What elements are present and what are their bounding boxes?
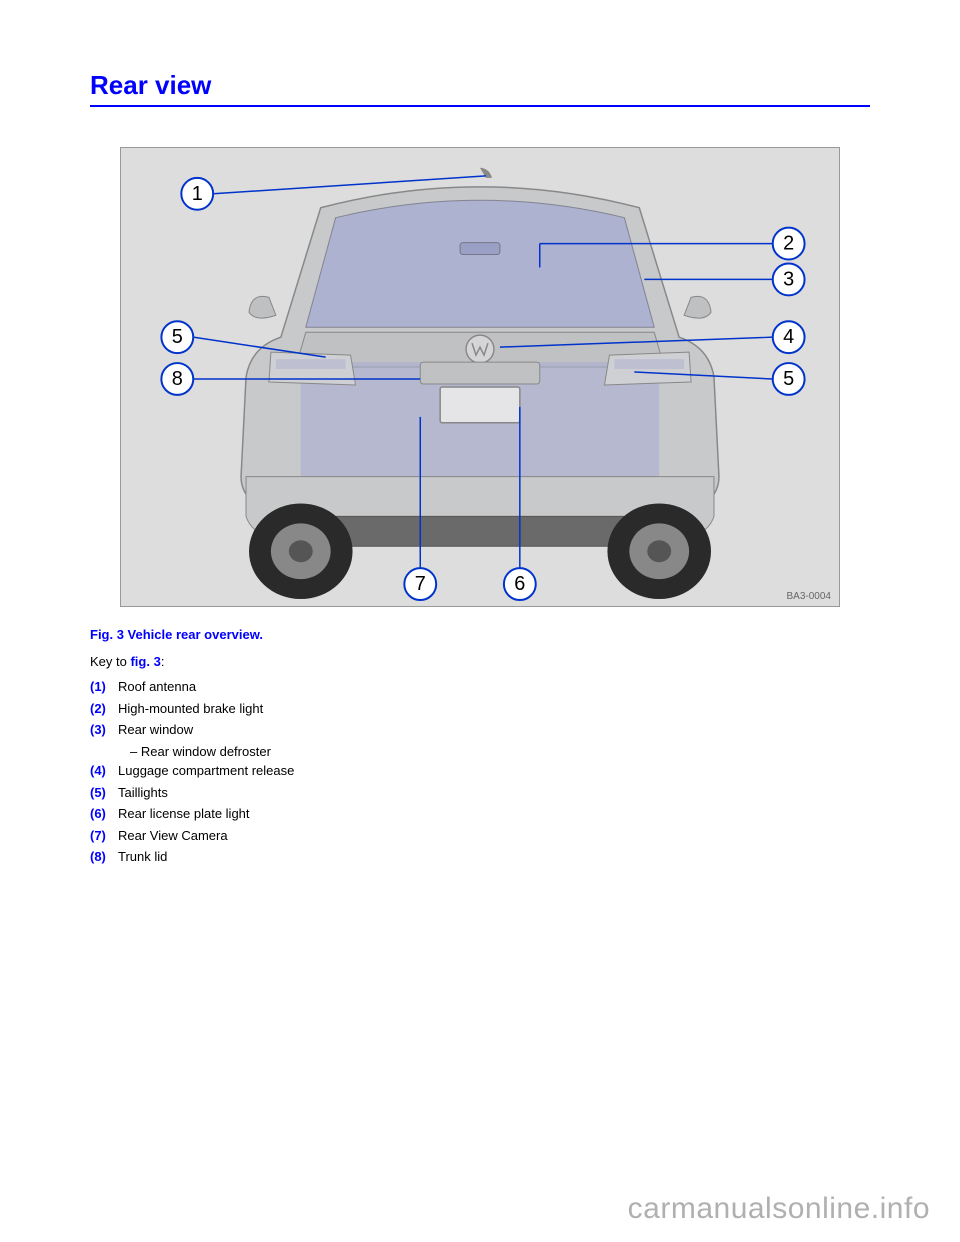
legend-text: Roof antenna — [118, 677, 196, 697]
callout-7-label: 7 — [415, 573, 426, 595]
legend-num: (5) — [90, 783, 118, 803]
legend-item: (3) Rear window — [90, 720, 870, 740]
legend-text: Trunk lid — [118, 847, 167, 867]
legend-num: (3) — [90, 720, 118, 740]
figure-reference: fig. 3 — [130, 654, 160, 669]
wheel-right — [607, 503, 711, 599]
legend-item: (5) Taillights — [90, 783, 870, 803]
legend-item: (1) Roof antenna — [90, 677, 870, 697]
legend-text: Rear license plate light — [118, 804, 250, 824]
key-intro-suffix: : — [161, 654, 165, 669]
legend-item: (2) High-mounted brake light — [90, 699, 870, 719]
legend-num: (8) — [90, 847, 118, 867]
legend-item: (8) Trunk lid — [90, 847, 870, 867]
key-intro-prefix: Key to — [90, 654, 130, 669]
watermark: carmanualsonline.info — [628, 1192, 930, 1226]
legend-text: Rear window — [118, 720, 193, 740]
legend-text: Rear View Camera — [118, 826, 228, 846]
legend-num: (7) — [90, 826, 118, 846]
vehicle-rear-diagram: 1 2 3 5 4 8 5 — [121, 148, 839, 606]
callout-2-label: 2 — [783, 233, 794, 255]
vehicle-body — [241, 168, 719, 599]
callout-4-label: 4 — [783, 326, 794, 348]
legend-item: (4) Luggage compartment release — [90, 761, 870, 781]
legend-text: Luggage compartment release — [118, 761, 294, 781]
legend-num: (4) — [90, 761, 118, 781]
legend-num: (1) — [90, 677, 118, 697]
figure-caption: Fig. 3 Vehicle rear overview. — [90, 627, 870, 642]
key-intro: Key to fig. 3: — [90, 654, 870, 669]
callout-8-label: 8 — [172, 368, 183, 390]
callout-1-label: 1 — [192, 183, 203, 205]
legend-item: (6) Rear license plate light — [90, 804, 870, 824]
legend-text: High-mounted brake light — [118, 699, 263, 719]
page-title: Rear view — [90, 70, 870, 107]
legend-list: (1) Roof antenna (2) High-mounted brake … — [90, 677, 870, 867]
legend-num: (2) — [90, 699, 118, 719]
diagram-id-label: BA3-0004 — [787, 591, 831, 602]
legend-text: Taillights — [118, 783, 168, 803]
callout-3-label: 3 — [783, 268, 794, 290]
legend-subitem: – Rear window defroster — [90, 742, 870, 762]
callout-5-left-label: 5 — [172, 326, 183, 348]
callout-6-label: 6 — [514, 573, 525, 595]
legend-num: (6) — [90, 804, 118, 824]
legend-item: (7) Rear View Camera — [90, 826, 870, 846]
wheel-left — [249, 503, 353, 599]
callout-5-right-label: 5 — [783, 368, 794, 390]
diagram-container: 1 2 3 5 4 8 5 — [120, 147, 840, 607]
